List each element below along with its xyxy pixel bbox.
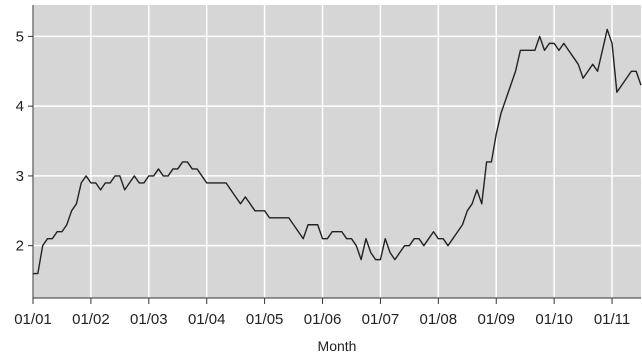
x-tick-label: 01/11 bbox=[594, 311, 630, 328]
series-line bbox=[33, 28, 642, 275]
y-tick-label: 2 bbox=[16, 238, 24, 255]
x-tick-label: 01/05 bbox=[246, 311, 284, 328]
tick-labels: 01/01 01/02 01/03 01/04 01/05 01/06 01/07 01/08… bbox=[14, 28, 630, 328]
x-tick-label: 01/02 bbox=[72, 311, 110, 328]
x-tick-label: 01/08 bbox=[420, 311, 458, 328]
series-layer bbox=[33, 28, 642, 275]
x-tick-label: 01/09 bbox=[477, 311, 515, 328]
x-tick-label: 01/03 bbox=[130, 311, 168, 328]
plot-area bbox=[33, 5, 641, 298]
axes bbox=[28, 5, 641, 304]
x-tick-label: 01/10 bbox=[535, 311, 573, 328]
y-tick-label: 4 bbox=[16, 98, 24, 115]
x-axis-title: Month bbox=[318, 338, 357, 354]
x-tick-label: 01/07 bbox=[362, 311, 400, 328]
grid-lines bbox=[32, 5, 641, 298]
y-tick-label: 3 bbox=[16, 168, 24, 185]
x-tick-label: 01/04 bbox=[188, 311, 226, 328]
x-tick-label: 01/06 bbox=[304, 311, 342, 328]
y-tick-label: 5 bbox=[16, 28, 24, 45]
x-tick-label: 01/01 bbox=[14, 311, 52, 328]
